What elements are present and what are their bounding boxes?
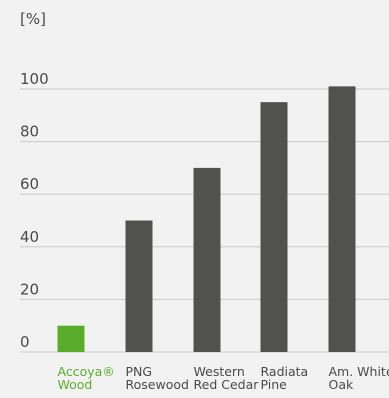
y-tick-label-0: 0 bbox=[20, 333, 30, 351]
bar-0 bbox=[57, 325, 85, 352]
bar-2 bbox=[193, 167, 221, 352]
category-label-2: Western Red Cedar bbox=[194, 364, 260, 392]
bar-4 bbox=[328, 86, 356, 353]
y-tick-labels: 0 20 40 60 80 100 bbox=[20, 70, 49, 351]
category-label-3: Radiata Pine bbox=[261, 364, 309, 392]
category-label-4: Am. White Oak bbox=[329, 364, 389, 392]
category-label-1: PNG Rosewood bbox=[126, 364, 189, 392]
bar-3 bbox=[260, 102, 288, 353]
y-tick-label-100: 100 bbox=[20, 70, 49, 88]
y-axis-unit-label: [%] bbox=[20, 10, 46, 28]
category-label-0: Accoya® Wood bbox=[58, 364, 115, 392]
y-tick-label-20: 20 bbox=[20, 280, 39, 298]
bars bbox=[57, 86, 356, 353]
y-tick-label-80: 80 bbox=[20, 123, 39, 141]
y-tick-label-40: 40 bbox=[20, 228, 39, 246]
y-tick-label-60: 60 bbox=[20, 175, 39, 193]
bar-1 bbox=[125, 220, 153, 352]
